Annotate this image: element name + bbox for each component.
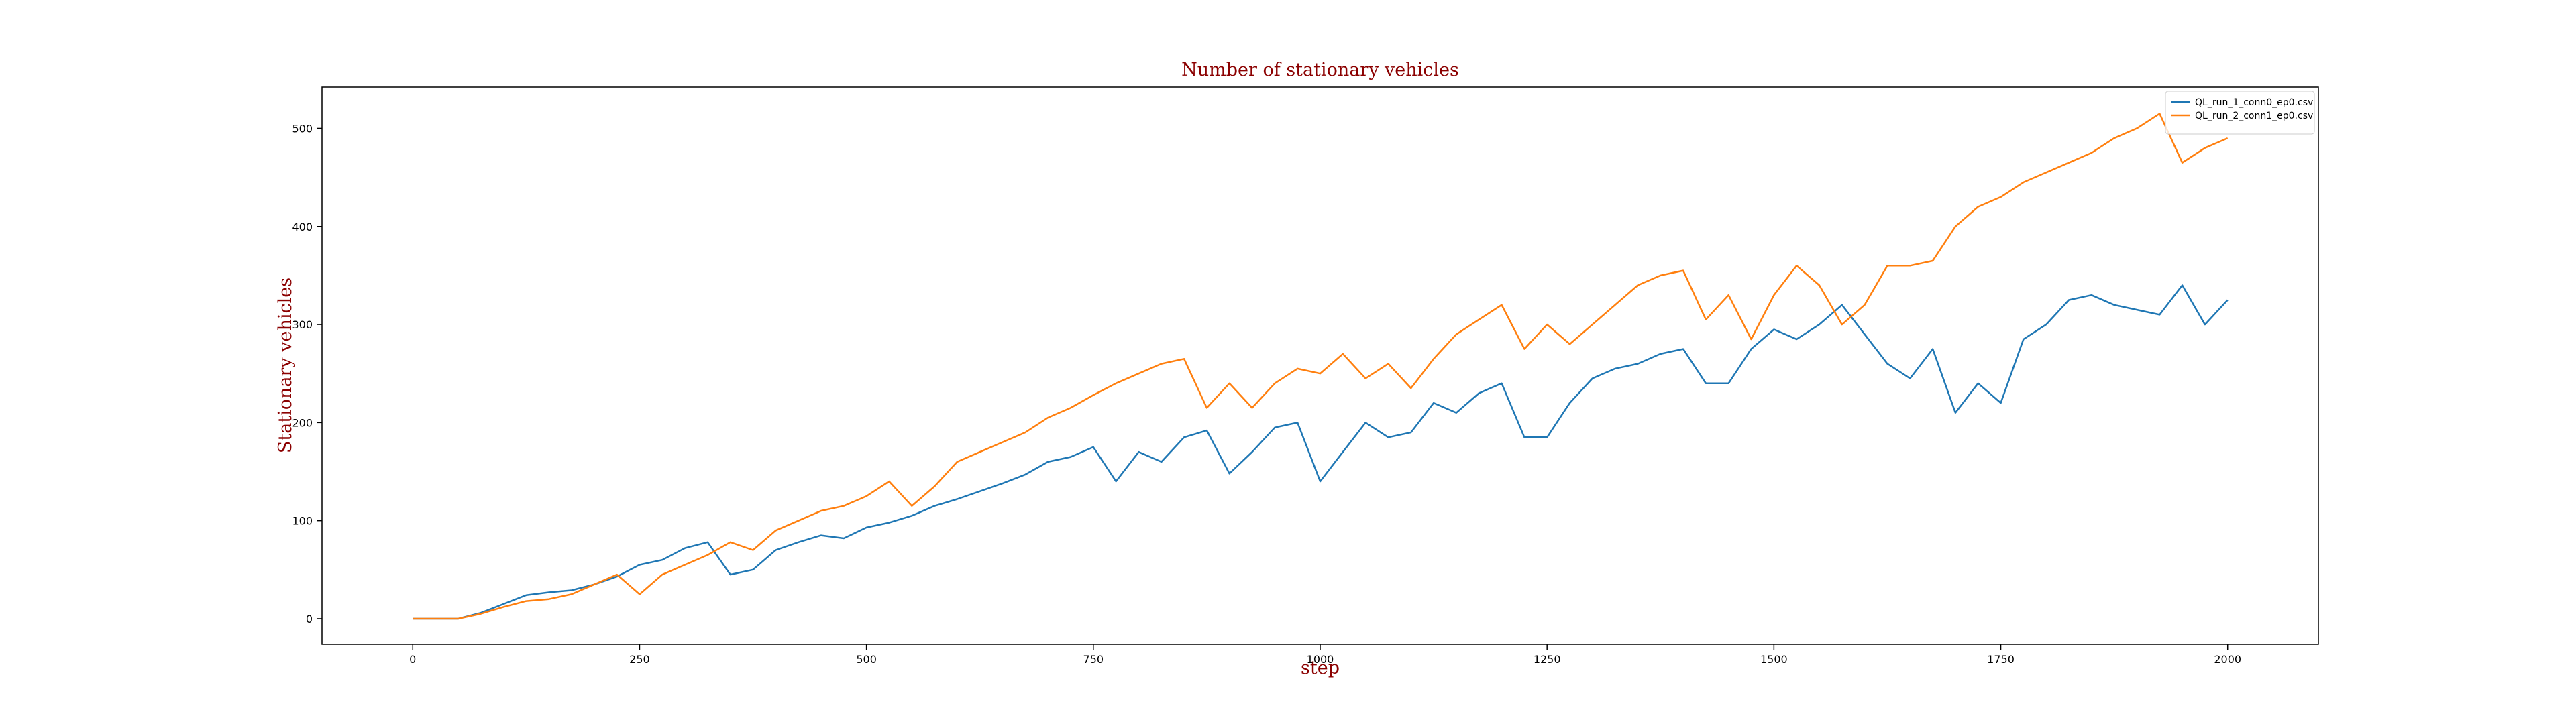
x-tick-label: 2000 (2214, 653, 2241, 666)
y-axis-label: Stationary vehicles (275, 278, 296, 453)
series-line (413, 284, 2229, 620)
plot-frame (321, 86, 2319, 645)
y-tick-label: 100 (292, 515, 313, 528)
x-tick-label: 1750 (1987, 653, 2015, 666)
x-tick-label: 1000 (1307, 653, 1334, 666)
y-tick-label: 300 (292, 318, 313, 331)
x-tick-label: 0 (409, 653, 416, 666)
chart-title: Number of stationary vehicles (1181, 60, 1459, 80)
series-line (413, 113, 2229, 620)
y-tick-label: 500 (292, 122, 313, 135)
legend-label: QL_run_2_conn1_ep0.csv (2195, 111, 2313, 121)
legend: QL_run_1_conn0_ep0.csv QL_run_2_conn1_ep0… (2165, 90, 2315, 135)
x-tick-label: 1250 (1534, 653, 1561, 666)
x-tick-label: 1500 (1760, 653, 1788, 666)
x-axis-label: step (1301, 658, 1340, 678)
x-tick-label: 500 (856, 653, 877, 666)
y-tick-label: 400 (292, 221, 313, 233)
legend-box (2165, 90, 2315, 135)
y-tick-label: 0 (306, 613, 313, 625)
y-tick-label: 200 (292, 416, 313, 429)
legend-label: QL_run_1_conn0_ep0.csv (2195, 97, 2313, 108)
x-tick-label: 250 (629, 653, 650, 666)
x-tick-label: 750 (1083, 653, 1104, 666)
